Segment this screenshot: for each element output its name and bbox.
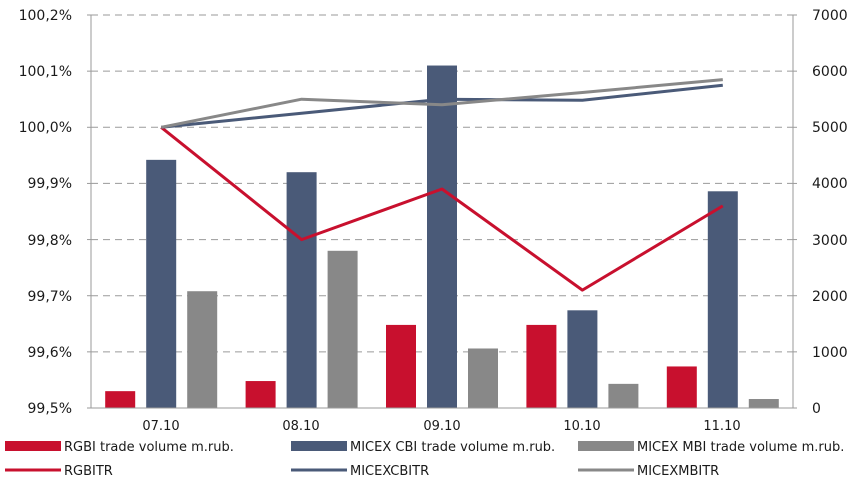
legend: RGBI trade volume m.rub. MICEX CBI trade…	[5, 440, 844, 479]
legend-label: RGBITR	[64, 464, 113, 479]
left-tick-label: 99,6%	[28, 345, 72, 361]
bar	[327, 250, 358, 408]
right-tick-label: 6000	[812, 64, 848, 80]
left-tick-label: 99,9%	[28, 176, 72, 192]
left-tick-label: 99,8%	[28, 233, 72, 249]
legend-swatch-micex-mbi-volume	[578, 441, 634, 451]
legend-label: MICEXMBITR	[637, 464, 719, 479]
bar	[187, 291, 218, 408]
bar	[468, 348, 498, 408]
right-tick-label: 3000	[812, 233, 848, 249]
category-label: 08.10	[282, 419, 319, 434]
category-label: 11.10	[703, 419, 740, 434]
left-tick-label: 100,2%	[19, 8, 72, 24]
bar	[526, 324, 557, 408]
series-line	[161, 83, 723, 129]
bar	[666, 366, 697, 408]
right-tick-label: 1000	[812, 345, 848, 361]
series-line	[160, 78, 723, 129]
left-tick-label: 100,1%	[19, 64, 72, 80]
bar	[707, 191, 738, 408]
bar	[245, 381, 276, 408]
right-tick-label: 7000	[812, 8, 848, 24]
bar	[608, 383, 639, 408]
legend-label: MICEX MBI trade volume m.rub.	[637, 440, 844, 455]
category-label: 10.10	[563, 419, 600, 434]
category-label: 09.10	[423, 419, 460, 434]
left-tick-label: 99,7%	[28, 289, 72, 305]
right-tick-label: 4000	[812, 176, 848, 192]
left-tick-label: 99,5%	[28, 401, 72, 417]
category-labels: 07.10 08.10 09.10 10.10 11.10	[142, 419, 740, 434]
bar	[567, 310, 598, 408]
left-tick-label: 100,0%	[19, 120, 72, 136]
line-series-group	[160, 78, 724, 292]
legend-label: MICEX CBI trade volume m.rub.	[350, 440, 555, 455]
bar	[146, 159, 177, 408]
right-axis-ticks: 7000 6000 5000 4000 3000 2000 1000 0	[812, 8, 848, 417]
bar	[105, 391, 136, 408]
axes	[87, 14, 797, 409]
legend-label: RGBI trade volume m.rub.	[64, 440, 234, 455]
bar	[386, 324, 416, 408]
legend-swatch-rgbi-volume	[5, 441, 61, 451]
bar	[427, 65, 457, 409]
legend-swatch-micex-cbi-volume	[291, 441, 347, 451]
series-line	[160, 126, 724, 292]
right-tick-label: 5000	[812, 120, 848, 136]
category-label: 07.10	[142, 419, 179, 434]
left-axis-ticks: 100,2% 100,1% 100,0% 99,9% 99,8% 99,7% 9…	[19, 8, 72, 417]
bar	[286, 172, 317, 408]
bar	[748, 399, 779, 408]
bar-series-group	[105, 65, 779, 409]
right-tick-label: 0	[812, 401, 821, 417]
legend-label: MICEXCBITR	[350, 464, 429, 479]
right-tick-label: 2000	[812, 289, 848, 305]
